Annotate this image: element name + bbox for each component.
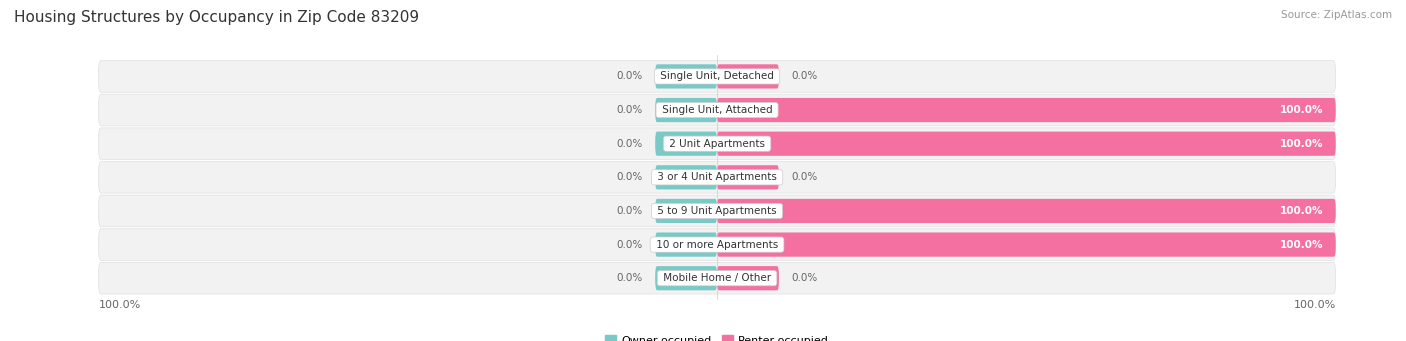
FancyBboxPatch shape [98,229,1336,261]
Text: 100.0%: 100.0% [98,300,141,310]
Text: 0.0%: 0.0% [617,139,643,149]
Text: 5 to 9 Unit Apartments: 5 to 9 Unit Apartments [654,206,780,216]
FancyBboxPatch shape [717,199,1336,223]
Text: 100.0%: 100.0% [1294,300,1336,310]
Legend: Owner-occupied, Renter-occupied: Owner-occupied, Renter-occupied [606,335,828,341]
FancyBboxPatch shape [655,64,717,89]
Text: 100.0%: 100.0% [1279,139,1323,149]
Text: 100.0%: 100.0% [1279,206,1323,216]
FancyBboxPatch shape [717,64,779,89]
Text: 0.0%: 0.0% [617,206,643,216]
Text: 0.0%: 0.0% [617,240,643,250]
FancyBboxPatch shape [655,132,717,156]
Text: 100.0%: 100.0% [1279,240,1323,250]
FancyBboxPatch shape [98,94,1336,126]
FancyBboxPatch shape [717,266,779,290]
Text: Housing Structures by Occupancy in Zip Code 83209: Housing Structures by Occupancy in Zip C… [14,10,419,25]
FancyBboxPatch shape [717,132,1336,156]
Text: 0.0%: 0.0% [792,172,817,182]
FancyBboxPatch shape [98,61,1336,92]
Text: Single Unit, Attached: Single Unit, Attached [658,105,776,115]
Text: 0.0%: 0.0% [792,71,817,81]
Text: 0.0%: 0.0% [792,273,817,283]
FancyBboxPatch shape [717,98,1336,122]
Text: 3 or 4 Unit Apartments: 3 or 4 Unit Apartments [654,172,780,182]
FancyBboxPatch shape [655,199,717,223]
FancyBboxPatch shape [98,195,1336,227]
FancyBboxPatch shape [655,233,717,257]
Text: Single Unit, Detached: Single Unit, Detached [657,71,778,81]
Text: 0.0%: 0.0% [617,71,643,81]
Text: 0.0%: 0.0% [617,172,643,182]
FancyBboxPatch shape [717,233,1336,257]
FancyBboxPatch shape [98,162,1336,193]
FancyBboxPatch shape [98,263,1336,294]
FancyBboxPatch shape [655,266,717,290]
Text: 0.0%: 0.0% [617,273,643,283]
Text: 100.0%: 100.0% [1279,105,1323,115]
Text: Mobile Home / Other: Mobile Home / Other [659,273,775,283]
FancyBboxPatch shape [717,165,779,190]
Text: 10 or more Apartments: 10 or more Apartments [652,240,782,250]
Text: Source: ZipAtlas.com: Source: ZipAtlas.com [1281,10,1392,20]
FancyBboxPatch shape [98,128,1336,160]
FancyBboxPatch shape [655,98,717,122]
Text: 2 Unit Apartments: 2 Unit Apartments [666,139,768,149]
Text: 0.0%: 0.0% [617,105,643,115]
FancyBboxPatch shape [655,165,717,190]
